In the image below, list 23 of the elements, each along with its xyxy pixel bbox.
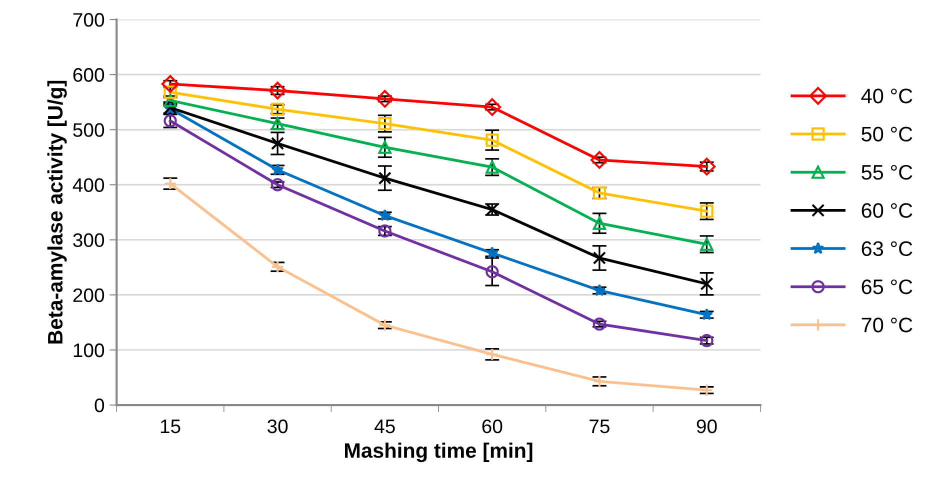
legend-label: 50 °C <box>862 126 912 142</box>
x-axis-title: Mashing time [min] <box>345 442 532 462</box>
x-tick-label: 60 <box>482 419 502 434</box>
y-tick-label: 300 <box>73 233 104 248</box>
x-tick-label: 30 <box>267 419 288 434</box>
x-tick-label: 75 <box>590 420 610 434</box>
legend-label: 70 °C <box>862 318 912 332</box>
y-tick-label: 100 <box>74 343 104 358</box>
legend-label: 55 °C <box>862 164 912 180</box>
y-axis-title: Beta-amylase activity [U/g] <box>47 80 67 344</box>
y-tick-label: 700 <box>73 12 104 27</box>
y-tick-label: 500 <box>73 123 104 137</box>
y-tick-label: 400 <box>72 178 104 192</box>
y-tick-label: 600 <box>73 68 104 82</box>
y-tick-label: 0 <box>94 398 104 412</box>
legend-label: 40 °C <box>861 88 912 104</box>
legend-label: 63 °C <box>862 241 912 256</box>
legend-label: 60 °C <box>862 203 912 218</box>
x-tick-label: 45 <box>374 420 395 434</box>
x-tick-label: 15 <box>160 420 180 434</box>
y-tick-label: 200 <box>73 288 104 302</box>
x-tick-label: 90 <box>696 419 717 434</box>
legend-label: 65 °C <box>862 279 912 294</box>
